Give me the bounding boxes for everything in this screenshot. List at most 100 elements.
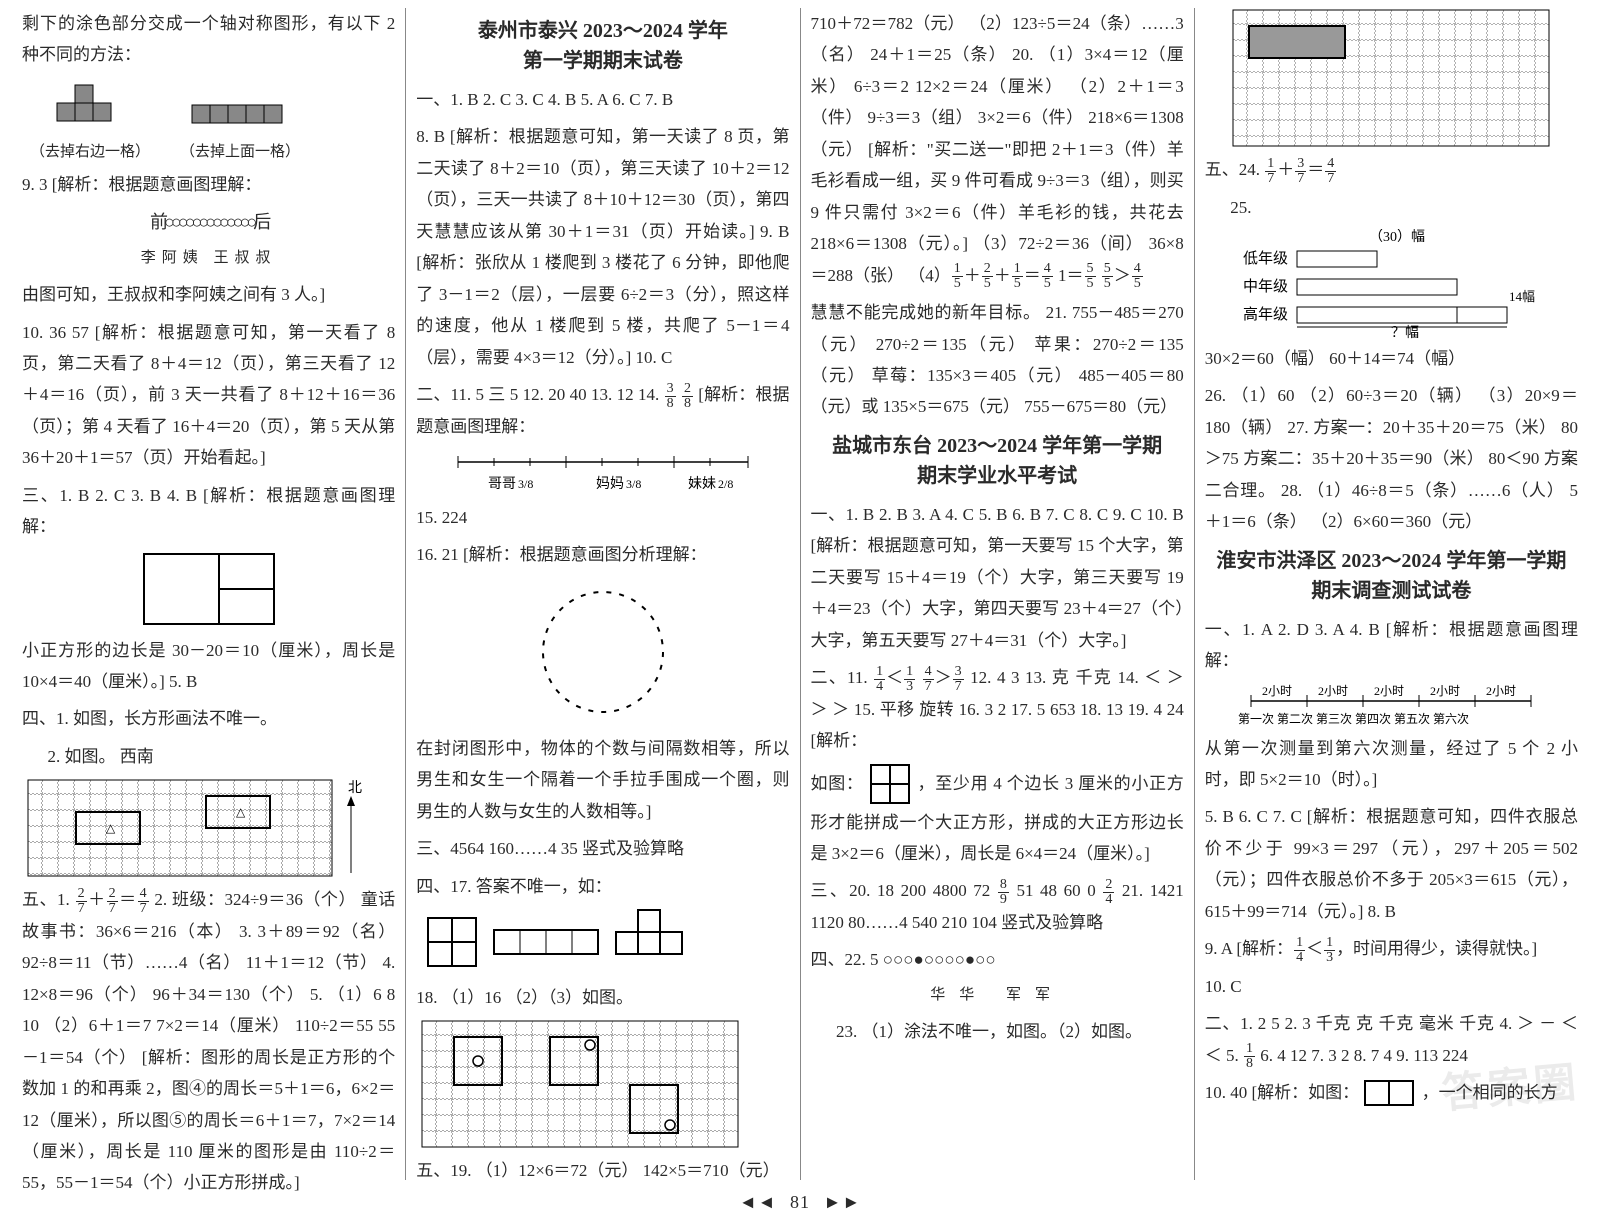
- c4-p6b: 6. 4 12 7. 3 2 8. 7 4 9. 113 224: [1256, 1046, 1468, 1065]
- fig-bar-chart: （30）幅 低年级 中年级 高年级 14幅 ？幅: [1241, 229, 1541, 339]
- page-footer: ◄◄ 81 ►►: [0, 1186, 1600, 1219]
- frac-1-3: 13: [904, 665, 915, 694]
- c1-p2: 9. 3 [解析：根据题意画图理解：: [22, 169, 395, 200]
- c1-p2b: 前○○○○○○○○○○○○○后: [22, 206, 395, 239]
- frac-1-3b: 13: [1324, 936, 1335, 965]
- svg-text:妹妹: 妹妹: [688, 476, 716, 492]
- svg-text:3/8: 3/8: [626, 477, 641, 491]
- svg-text:第一次 第二次 第三次 第四次 第五次 第六次: 第一次 第二次 第三次 第四次 第五次 第六次: [1238, 712, 1469, 726]
- c2-title: 泰州市泰兴 2023～2024 学年 第一学期期末试卷: [416, 16, 789, 76]
- column-3: 710＋72＝782（元） （2）123÷5＝24（条）……3（名） 24＋1＝…: [801, 8, 1195, 1180]
- frac-1-8: 18: [1244, 1042, 1255, 1071]
- c3-p5b: 51 48 60 0: [1010, 881, 1102, 900]
- c1-fig1: （去掉右边一格） （去掉上面一格）: [30, 77, 395, 167]
- fig-circle: [528, 577, 678, 727]
- frac-4-5: 45: [1042, 262, 1053, 291]
- c2-p10: 五、19. （1）12×6＝72（元） 142×5＝710（元）: [416, 1155, 789, 1186]
- c4-p5b-a: 9. A [解析：: [1205, 939, 1293, 958]
- frac-2-5: 25: [982, 262, 993, 291]
- c2-p6: 在封闭图形中，物体的个数与间隔数相等，所以男生和女生一个隔着一个手拉手围成一个圈…: [416, 733, 789, 827]
- c3-p4-fig: 如图： ，至少用 4 个边长 3 厘米的小正方形才能拼成一个大正方形，拼成的大正…: [811, 763, 1184, 870]
- c4-p6: 二、1. 2 5 2. 3 千克 克 千克 毫米 千克 4. ＞ － ＜ ＜ 5…: [1205, 1008, 1578, 1071]
- fig1b-cap: （去掉上面一格）: [180, 139, 300, 167]
- frac-8-9: 89: [998, 878, 1009, 907]
- fig-nets: [426, 908, 789, 978]
- c3-p4c: 如图：: [811, 773, 864, 792]
- frac-4-7b: 47: [923, 665, 934, 694]
- frac-5-5: 55: [1085, 262, 1096, 291]
- fig-2x2: [869, 763, 913, 807]
- c4-p4b: 从第一次测量到第六次测量，经过了 5 个 2 小时，即 5×2＝10（时）。]: [1205, 733, 1578, 796]
- c1-p2d: 由图可知，王叔叔和李阿姨之间有 3 人。]: [22, 279, 395, 310]
- c4-p1a: 五、24.: [1205, 160, 1265, 179]
- svg-text:2/8: 2/8: [718, 477, 733, 491]
- c3-p1a: 710＋72＝782（元） （2）123÷5＝24（条）……3（名） 24＋1＝…: [811, 14, 1184, 285]
- column-1: 剩下的涂色部分交成一个轴对称图形，有以下 2 种不同的方法： （去掉右边一格）: [12, 8, 406, 1180]
- c3-p3: 一、1. B 2. B 3. A 4. C 5. B 6. B 7. C 8. …: [811, 499, 1184, 656]
- c3-p4d: ，至少用 4 个边长 3 厘米的小正方形才能拼成一个大正方形，拼成的大正方形边长…: [811, 773, 1184, 863]
- svg-text:（30）幅: （30）幅: [1369, 229, 1425, 245]
- c2-p9: 18. （1）16 （2）（3）如图。: [416, 982, 789, 1013]
- frac-2-4: 24: [1103, 878, 1114, 907]
- svg-text:2小时: 2小时: [1318, 684, 1348, 698]
- c3-p6a: 四、22. 5 ○○○●○○○○●○○: [811, 950, 996, 969]
- svg-text:低年级: 低年级: [1243, 250, 1288, 267]
- c3-p4a: 二、11.: [811, 668, 874, 687]
- c2-p5: 16. 21 [解析：根据题意画图分析理解：: [416, 539, 789, 570]
- svg-text:中年级: 中年级: [1243, 278, 1288, 295]
- c1-p7: 五、1. 27＋27＝47 2. 班级：324÷9＝36（个） 童话故事书：36…: [22, 884, 395, 1199]
- c2-p3: 二、11. 5 三 5 12. 20 40 13. 12 14. 38 28 […: [416, 379, 789, 442]
- c2-p3a: 二、11. 5 三 5 12. 20 40 13. 12 14.: [416, 385, 663, 404]
- c1-p3: 10. 36 57 [解析：根据题意可知，第一天看了 8 页，第二天看了 8＋4…: [22, 317, 395, 474]
- c4-p1b: 25.: [1205, 192, 1578, 223]
- fig-timeline: 2小时 2小时 2小时 2小时 2小时 第一次 第二次 第三次 第四次 第五次 第六次: [1236, 683, 1546, 729]
- c4-p4: 一、1. A 2. D 3. A 4. B [解析：根据题意画图理解：: [1205, 614, 1578, 677]
- c4-p7b: ，一个相同的长方: [1422, 1083, 1558, 1102]
- c1-p7b-text: 2. 班级：324÷9＝36（个） 童话故事书：36×6＝216（本） 3. 3…: [22, 890, 395, 1192]
- svg-text:2小时: 2小时: [1430, 684, 1460, 698]
- frac-2-7a: 27: [76, 887, 87, 916]
- c4-p7a: 10. 40 [解析：如图：: [1205, 1083, 1359, 1102]
- footer-deco-left: ◄◄: [739, 1192, 777, 1212]
- c4-p3: 26. （1）60 （2）60÷3＝20（辆） （3）20×9＝180（辆） 2…: [1205, 380, 1578, 537]
- c4-p5b: 9. A [解析：14＜13，时间用得少，读得就快。]: [1205, 933, 1578, 965]
- svg-text:2小时: 2小时: [1486, 684, 1516, 698]
- column-2: 泰州市泰兴 2023～2024 学年 第一学期期末试卷 一、1. B 2. C …: [406, 8, 800, 1180]
- svg-text:2小时: 2小时: [1374, 684, 1404, 698]
- frac-4-5b: 45: [1132, 262, 1143, 291]
- fig-grid-arrows: △ △ 北: [26, 778, 366, 878]
- c1-p6: 四、1. 如图，长方形画法不唯一。: [22, 703, 395, 734]
- c4-p5b-b: ，时间用得少，读得就快。]: [1336, 939, 1537, 958]
- frac-1-7: 17: [1265, 157, 1276, 186]
- fig-shape-a: [55, 83, 125, 133]
- c3-p4: 二、11. 14＜13 47＞37 12. 4 3 13. 克 千克 14. ＜…: [811, 662, 1184, 756]
- c3-p5a: 三、20. 18 200 4800 72: [811, 881, 997, 900]
- frac-1-5b: 15: [1012, 262, 1023, 291]
- c3-p5: 三、20. 18 200 4800 72 89 51 48 60 0 24 21…: [811, 875, 1184, 938]
- frac-2-7b: 27: [107, 887, 118, 916]
- c3-p7: 23. （1）涂法不唯一，如图。（2）如图。: [811, 1016, 1184, 1047]
- frac-4-7: 47: [138, 887, 149, 916]
- frac-2-8: 28: [682, 382, 693, 411]
- c4-p7: 10. 40 [解析：如图： ，一个相同的长方: [1205, 1077, 1578, 1109]
- fig-grid-top: [1231, 8, 1551, 148]
- c4-p5c: 10. C: [1205, 971, 1578, 1002]
- fig-number-line: 哥哥3/8 妈妈3/8 妹妹2/8: [448, 448, 758, 498]
- c1-p2c: 李阿姨 王叔叔: [22, 245, 395, 273]
- c3-p2: 慧慧不能完成她的新年目标。 21. 755－485＝270（元） 270÷2＝1…: [811, 297, 1184, 423]
- c1-p7a-text: 五、1.: [22, 890, 75, 909]
- c3-p6: 四、22. 5 ○○○●○○○○●○○: [811, 944, 1184, 975]
- c3-p6b: 华华 军军: [811, 982, 1184, 1010]
- frac-3-8: 38: [665, 382, 676, 411]
- frac-4-7c: 47: [1325, 157, 1336, 186]
- svg-text:妈妈: 妈妈: [596, 476, 624, 492]
- frac-5-5b: 55: [1102, 262, 1113, 291]
- svg-text:△: △: [236, 805, 246, 819]
- frac-1-5: 15: [952, 262, 963, 291]
- svg-text:14幅: 14幅: [1509, 289, 1535, 304]
- c4-p2: 30×2＝60（幅） 60＋14＝74（幅）: [1205, 343, 1578, 374]
- frac-3-7: 37: [953, 665, 964, 694]
- svg-text:2小时: 2小时: [1262, 684, 1292, 698]
- fig-rect-split: [139, 549, 279, 629]
- c2-p8: 四、17. 答案不唯一，如：: [416, 871, 789, 902]
